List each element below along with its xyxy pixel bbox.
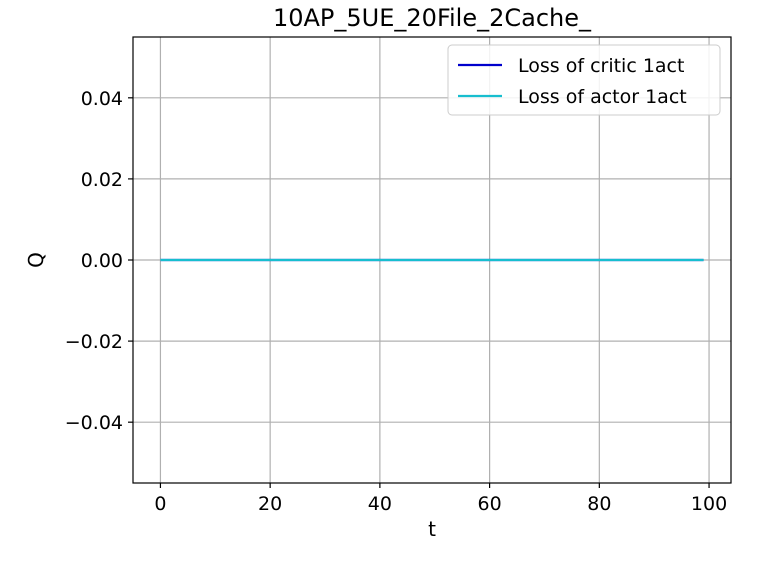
x-tick-label: 0	[154, 493, 166, 515]
x-tick-label: 20	[258, 493, 282, 515]
y-tick-label: −0.04	[65, 412, 123, 434]
y-axis-label: Q	[24, 252, 48, 268]
x-tick-label: 80	[587, 493, 611, 515]
chart-title: 10AP_5UE_20File_2Cache_	[273, 4, 592, 32]
x-ticks: 0 20 40 60 80 100	[154, 483, 727, 515]
legend-label: Loss of actor 1act	[518, 86, 687, 108]
y-tick-label: 0.02	[81, 169, 123, 191]
x-tick-label: 60	[478, 493, 502, 515]
x-tick-label: 40	[368, 493, 392, 515]
legend-label: Loss of critic 1act	[518, 55, 684, 77]
y-tick-label: 0.04	[81, 88, 123, 110]
legend: Loss of critic 1act Loss of actor 1act	[447, 44, 721, 116]
y-tick-label: 0.00	[81, 250, 123, 272]
legend-box	[447, 44, 721, 116]
y-ticks: 0.04 0.02 0.00 −0.02 −0.04	[65, 88, 133, 434]
x-tick-label: 100	[691, 493, 727, 515]
y-tick-label: −0.02	[65, 331, 123, 353]
x-axis-label: t	[428, 517, 436, 541]
